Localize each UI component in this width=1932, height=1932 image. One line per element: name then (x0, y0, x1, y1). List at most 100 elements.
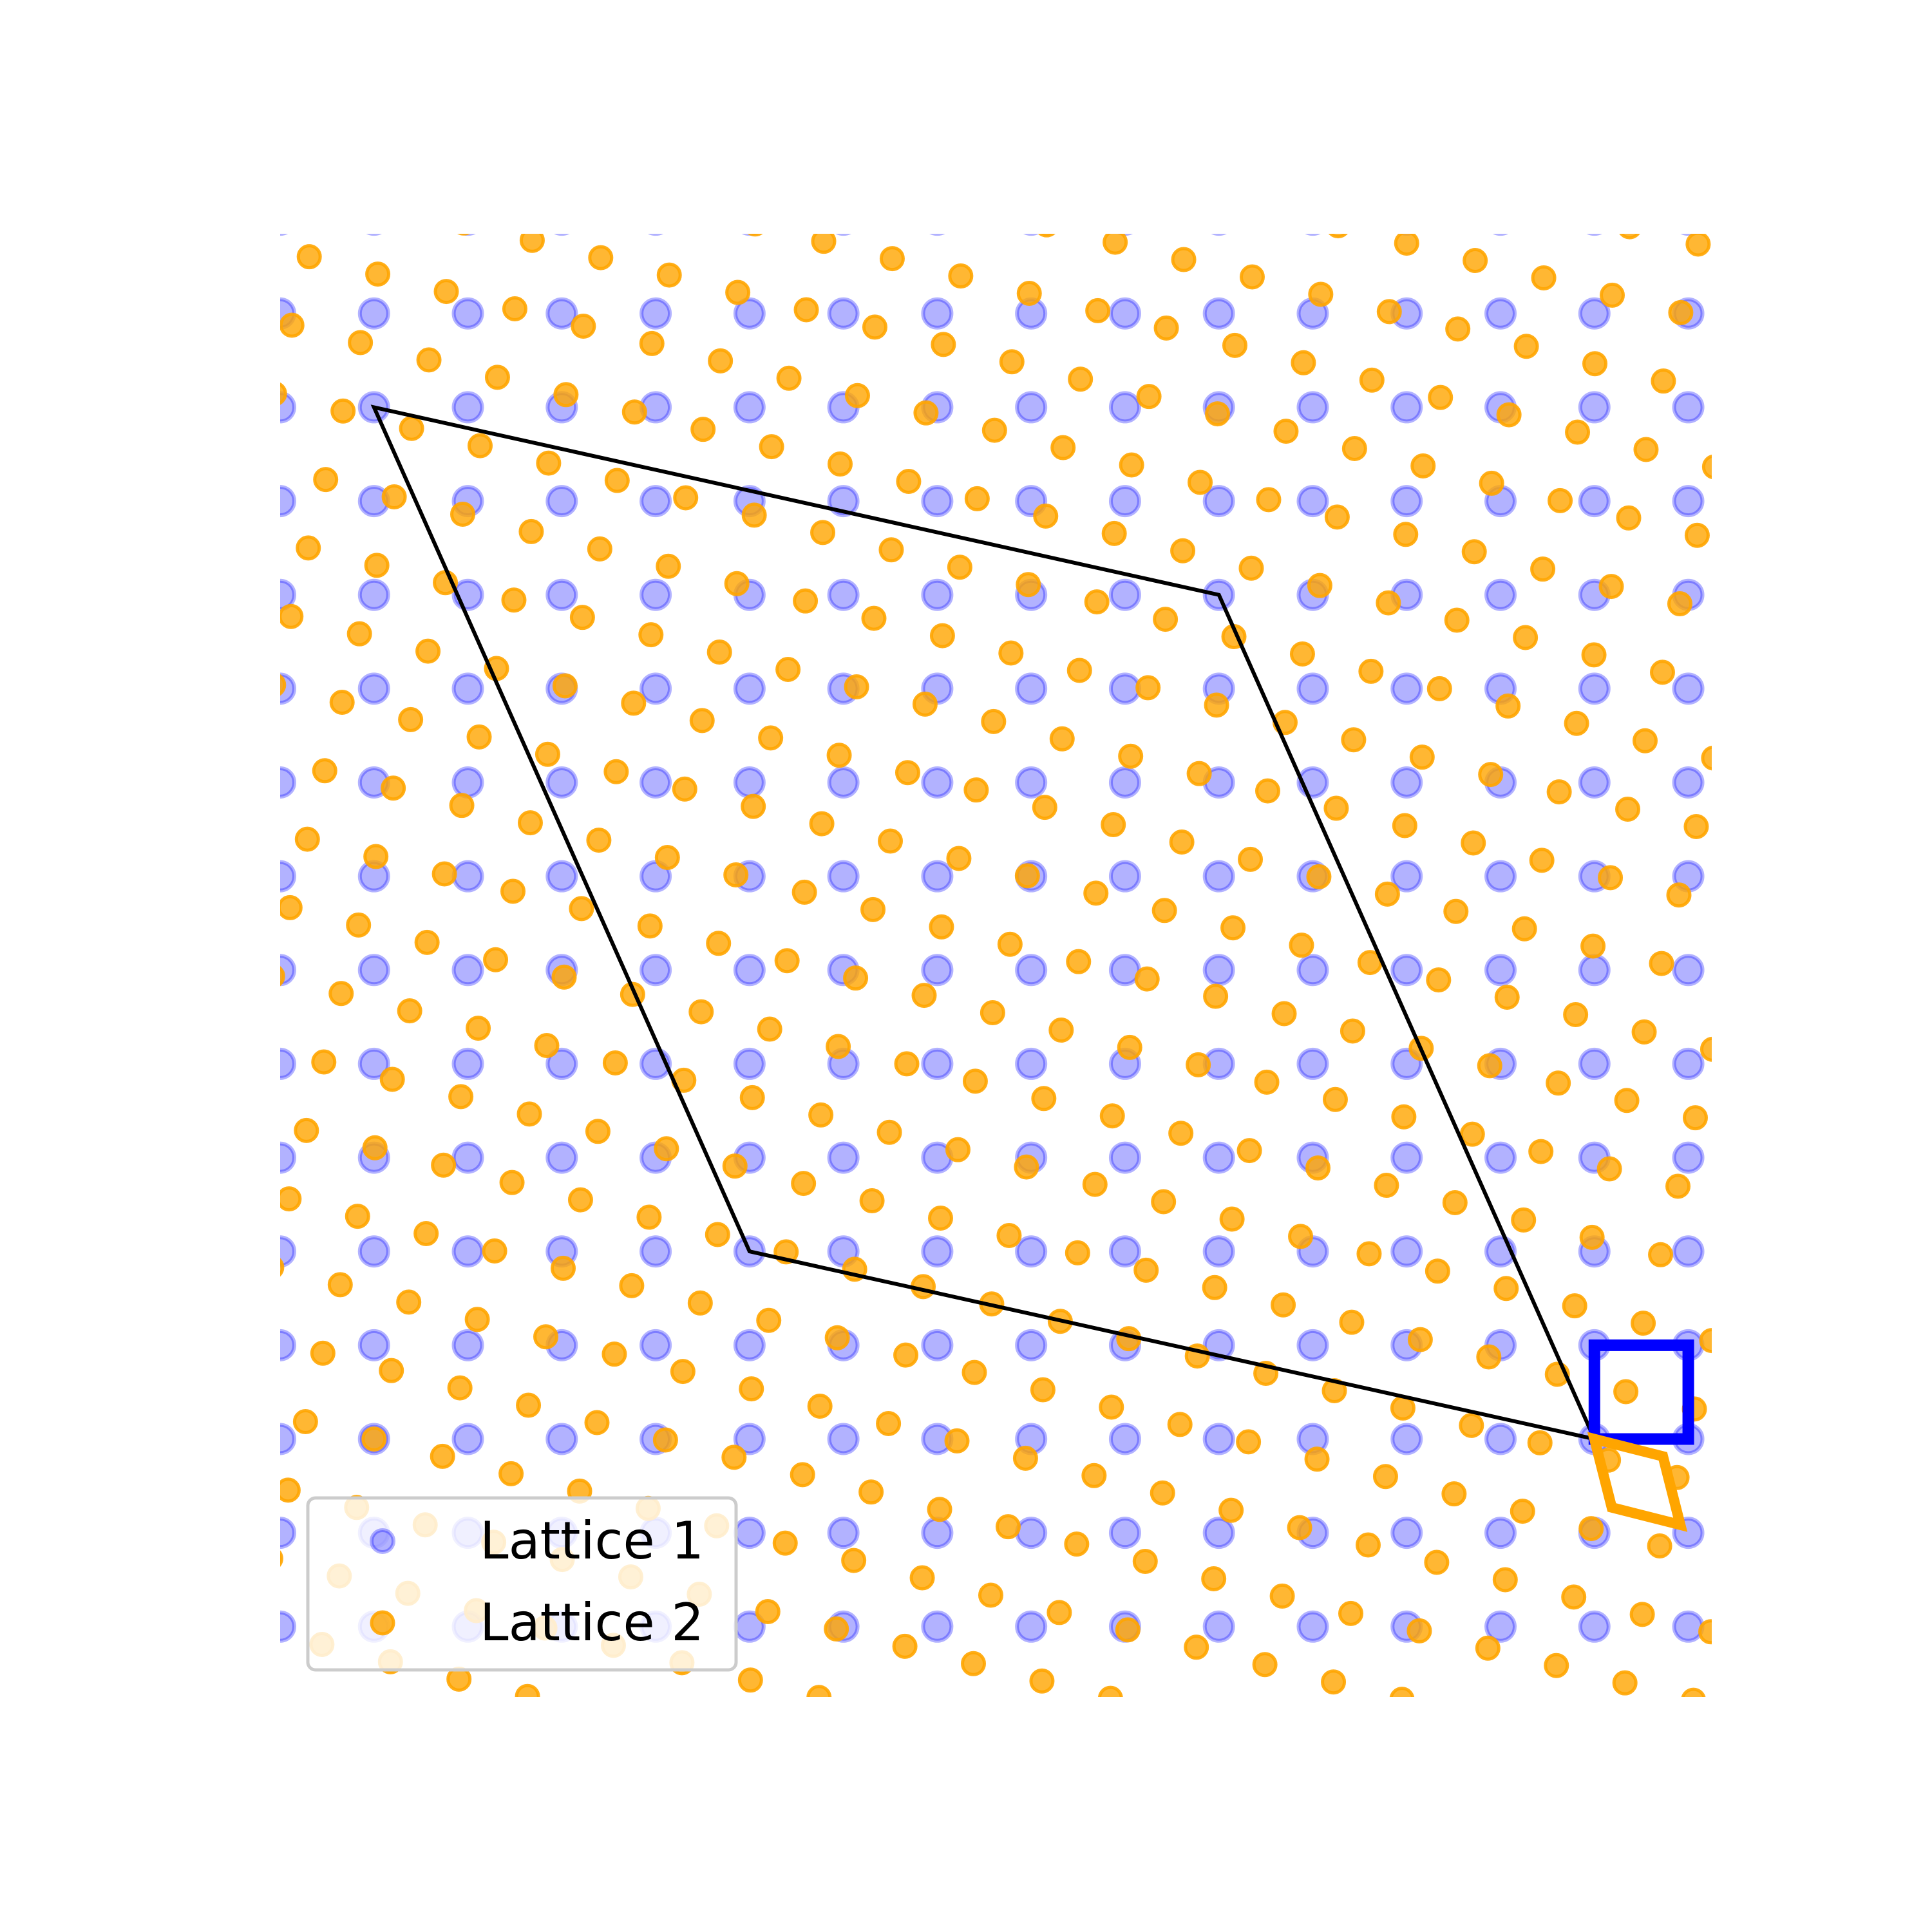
lattice-2-point (772, 1530, 798, 1556)
lattice-1-point (921, 1610, 954, 1643)
lattice-1-point (1202, 1610, 1235, 1643)
lattice-1-point (280, 1141, 296, 1174)
lattice-2-point (1667, 591, 1692, 617)
lattice-2-point (1376, 590, 1401, 616)
lattice-1-point (1484, 1610, 1517, 1643)
lattice-1-point (545, 297, 578, 330)
lattice-2-point (1477, 1053, 1502, 1079)
lattice-1-point (733, 1047, 766, 1080)
lattice-1-point (1672, 1141, 1705, 1174)
lattice-2-point (1066, 658, 1092, 683)
lattice-1-point (827, 1141, 860, 1174)
lattice-1-point (733, 954, 766, 987)
lattice-2-point (1205, 401, 1231, 427)
lattice-2-point (1238, 846, 1264, 872)
lattice-2-point (1068, 366, 1094, 392)
lattice-2-point (860, 896, 886, 922)
lattice-2-point (1492, 1567, 1518, 1593)
lattice-1-point (545, 578, 578, 611)
lattice-2-point (313, 467, 339, 493)
lattice-2-point (1510, 1499, 1535, 1524)
lattice-2-point (724, 571, 750, 596)
lattice-1-point (357, 1047, 390, 1080)
lattice-2-point (519, 234, 545, 253)
lattice-2-point (1341, 436, 1367, 462)
lattice-2-point (567, 1187, 593, 1213)
lattice-2-point (1546, 779, 1572, 805)
lattice-2-point (1115, 1617, 1141, 1643)
lattice-2-point (844, 383, 870, 408)
lattice-2-point (1169, 829, 1195, 855)
lattice-1-point (921, 1517, 954, 1549)
lattice-1-point (639, 860, 672, 893)
lattice-2-point (1203, 983, 1229, 1009)
lattice-2-point (690, 417, 716, 442)
lattice-2-point (1083, 880, 1109, 906)
lattice-2-point (584, 1410, 610, 1435)
lattice-2-point (944, 1428, 970, 1454)
lattice-2-point (1269, 1583, 1295, 1609)
lattice-1-point (280, 860, 296, 893)
lattice-2-point (280, 966, 285, 987)
lattice-2-point (859, 1188, 885, 1214)
lattice-1-point (1484, 1517, 1517, 1549)
lattice-2-point (1496, 402, 1522, 428)
lattice-1-point (827, 297, 860, 330)
lattice-1-point (451, 1141, 484, 1174)
lattice-2-point (1406, 1618, 1432, 1643)
lattice-2-point (1394, 234, 1419, 256)
lattice-1-point (280, 1047, 296, 1080)
lattice-2-point (1219, 1206, 1245, 1232)
legend: Lattice 1 Lattice 2 (306, 1496, 738, 1672)
lattice-1-point (1015, 1610, 1048, 1643)
lattice-2-point (1442, 1189, 1468, 1215)
lattice-1-point (1108, 1517, 1141, 1549)
lattice-2-point (1037, 234, 1056, 238)
lattice-2-point (536, 450, 562, 476)
lattice-2-point (280, 312, 305, 338)
lattice-2-point (1459, 1412, 1484, 1438)
lattice-2-point (280, 1258, 285, 1277)
lattice-2-point (758, 725, 784, 751)
lattice-2-point (1698, 1619, 1712, 1645)
lattice-2-point (1424, 1549, 1450, 1575)
lattice-2-point (1561, 1584, 1587, 1610)
lattice-2-point (1031, 1086, 1057, 1112)
lattice-2-point (637, 913, 663, 939)
lattice-2-point (723, 862, 749, 887)
lattice-2-point (808, 1102, 834, 1128)
lattice-1-point (1672, 1047, 1705, 1080)
lattice-2-point (1612, 1670, 1638, 1696)
lattice-2-point (280, 603, 304, 629)
lattice-2-point (1084, 589, 1110, 615)
lattice-2-point (482, 1238, 507, 1264)
lattice-2-point (348, 330, 374, 355)
lattice-2-point (1579, 1224, 1605, 1250)
lattice-2-point (741, 502, 767, 528)
lattice-2-point (946, 846, 972, 871)
lattice-1-point (921, 766, 954, 799)
lattice-1-point (280, 1423, 296, 1455)
lattice-1-point (1108, 297, 1141, 330)
lattice-2-point (1186, 761, 1212, 786)
lattice-2-point (1613, 1379, 1639, 1405)
lattice-2-point (483, 947, 509, 972)
lattice-2-point (861, 605, 887, 631)
lattice-2-point (1135, 675, 1161, 701)
lattice-1-point (639, 1329, 672, 1361)
lattice-1-point (1202, 954, 1235, 987)
lattice-2-point (1564, 710, 1589, 736)
lattice-1-point (451, 297, 484, 330)
lattice-2-point (741, 793, 766, 819)
lattice-1-point (280, 1235, 296, 1268)
lattice-2-point (1598, 865, 1624, 891)
lattice-2-point (1065, 1240, 1090, 1265)
lattice-1-point (1211, 234, 1227, 236)
legend-label-lattice-1: Lattice 1 (480, 1511, 704, 1571)
lattice-2-point (1445, 316, 1471, 342)
lattice-2-point (810, 520, 836, 545)
lattice-1-point (639, 1235, 672, 1268)
lattice-1-point (545, 485, 578, 518)
lattice-2-point (1684, 522, 1710, 548)
